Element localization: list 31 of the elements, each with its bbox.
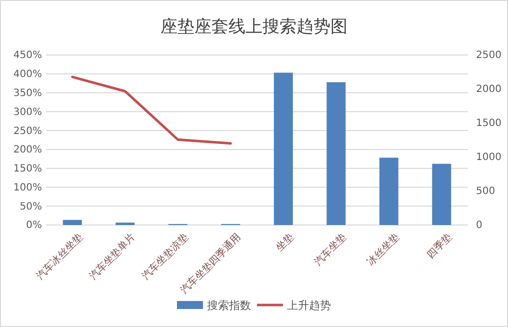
x-tick-label: 汽车冰丝坐垫 — [34, 231, 86, 282]
y2-tick-label: 2000 — [476, 84, 502, 96]
bar — [326, 82, 346, 225]
bar — [274, 72, 293, 225]
y-tick-label: 150% — [13, 164, 42, 175]
bar — [62, 220, 82, 225]
y2-tick-label: 1500 — [476, 118, 502, 130]
x-tick-label: 汽车坐垫单片 — [86, 231, 138, 282]
bar — [379, 158, 398, 225]
y-tick-label: 400% — [13, 69, 42, 80]
x-tick-label: 四季垫 — [424, 231, 454, 261]
y2-tick-label: 2500 — [476, 50, 502, 62]
y-tick-label: 200% — [13, 144, 42, 156]
line-series — [71, 76, 232, 145]
y-tick-label: 250% — [13, 126, 42, 137]
y-tick-label: 0% — [26, 220, 42, 232]
y-tick-label: 50% — [20, 201, 42, 212]
x-tick-label: 坐垫 — [273, 231, 296, 254]
y-tick-label: 300% — [13, 106, 42, 118]
chart-title: 座垫座套线上搜索趋势图 — [160, 17, 348, 37]
y2-tick-label: 1000 — [476, 152, 502, 164]
y2-tick-label: 0 — [476, 220, 482, 232]
y-tick-label: 450% — [13, 50, 42, 62]
y-tick-label: 350% — [13, 88, 42, 99]
y2-tick-label: 500 — [476, 186, 496, 198]
legend-label: 搜索指数 — [207, 298, 251, 312]
bar — [432, 164, 452, 225]
legend-label: 上升趋势 — [287, 298, 331, 312]
y-tick-label: 100% — [13, 182, 42, 194]
x-tick-label: 汽车坐垫 — [312, 231, 349, 268]
x-tick-label: 冰丝坐垫 — [364, 231, 402, 268]
